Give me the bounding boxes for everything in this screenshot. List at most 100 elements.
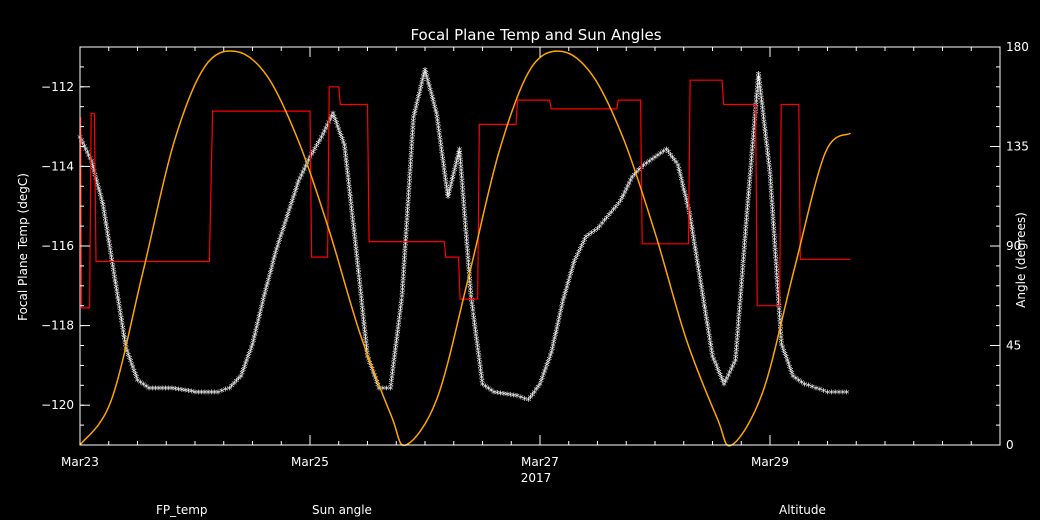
data-point: * xyxy=(472,320,478,333)
data-point: * xyxy=(256,312,262,325)
data-point: * xyxy=(476,348,482,361)
data-point: * xyxy=(358,293,364,306)
data-point: * xyxy=(350,216,356,229)
data-point: * xyxy=(124,347,130,360)
data-point: * xyxy=(556,313,562,326)
data-point: * xyxy=(372,371,378,384)
data-point: * xyxy=(375,380,381,393)
data-point: * xyxy=(511,391,517,404)
data-point: * xyxy=(768,182,774,195)
data-point: * xyxy=(586,230,592,243)
data-point: * xyxy=(277,235,283,248)
data-point: * xyxy=(303,161,309,174)
data-point: * xyxy=(112,272,118,285)
data-point: * xyxy=(460,183,466,196)
data-point: * xyxy=(440,154,446,167)
data-point: * xyxy=(406,183,412,196)
data-point: * xyxy=(753,97,759,110)
data-point: * xyxy=(254,322,260,335)
data-point: * xyxy=(748,159,754,172)
data-point: * xyxy=(478,365,484,378)
data-point: * xyxy=(402,253,408,266)
data-point: * xyxy=(394,330,400,343)
data-point: * xyxy=(738,289,744,302)
data-point: * xyxy=(339,134,345,147)
data-point: * xyxy=(560,296,566,309)
data-point: * xyxy=(121,330,127,343)
data-point: * xyxy=(779,340,785,353)
data-point: * xyxy=(703,307,709,320)
data-point: * xyxy=(94,177,100,190)
data-point: * xyxy=(410,127,416,140)
data-point: * xyxy=(555,320,561,333)
data-point: * xyxy=(698,276,704,289)
data-point: * xyxy=(302,164,308,177)
data-point: * xyxy=(444,185,450,198)
data-point: * xyxy=(231,379,237,392)
data-point: * xyxy=(186,386,192,399)
data-point: * xyxy=(699,287,705,300)
data-point: * xyxy=(543,363,549,376)
data-point: * xyxy=(467,278,473,291)
data-point: * xyxy=(754,90,760,103)
data-point: * xyxy=(471,316,477,329)
data-point: * xyxy=(679,174,685,187)
data-point: * xyxy=(743,222,749,235)
data-point: * xyxy=(391,355,397,368)
data-point: * xyxy=(402,250,408,263)
data-point: * xyxy=(541,370,547,383)
data-point: * xyxy=(403,232,409,245)
data-point: * xyxy=(687,212,693,225)
data-point: * xyxy=(245,352,251,365)
data-point: * xyxy=(363,331,369,344)
data-point: * xyxy=(345,168,351,181)
data-point: * xyxy=(727,367,733,380)
data-point: * xyxy=(702,300,708,313)
data-point: * xyxy=(205,387,211,400)
data-point: * xyxy=(720,376,726,389)
data-point: * xyxy=(767,168,773,181)
data-point: * xyxy=(358,286,364,299)
data-point: * xyxy=(400,274,406,287)
data-point: * xyxy=(456,148,462,161)
data-point: * xyxy=(354,254,360,267)
data-point: * xyxy=(122,337,128,350)
data-point: * xyxy=(743,226,749,239)
data-point: * xyxy=(413,102,419,115)
data-point: * xyxy=(288,199,294,212)
data-point: * xyxy=(420,75,426,88)
data-point: * xyxy=(618,196,624,209)
data-point: * xyxy=(754,93,760,106)
data-point: * xyxy=(351,227,357,240)
data-point: * xyxy=(553,330,559,343)
data-point: * xyxy=(781,346,787,359)
y-axis-label: Focal Plane Temp (degC) xyxy=(16,173,30,321)
data-point: * xyxy=(740,257,746,270)
data-point: * xyxy=(449,175,455,188)
data-point: * xyxy=(99,197,105,210)
data-point: * xyxy=(369,364,375,377)
data-point: * xyxy=(390,366,396,379)
y2-tick-label: 90 xyxy=(1006,239,1021,253)
data-point: * xyxy=(251,336,257,349)
data-point: * xyxy=(766,158,772,171)
data-point: * xyxy=(772,245,778,258)
data-point: * xyxy=(430,95,436,108)
data-point: * xyxy=(565,279,571,292)
data-point: * xyxy=(397,309,403,322)
data-point: * xyxy=(773,252,779,265)
data-point: * xyxy=(395,323,401,336)
data-point: * xyxy=(580,238,586,251)
data-point: * xyxy=(363,334,369,347)
data-point: * xyxy=(345,172,351,185)
data-point: * xyxy=(690,229,696,242)
data-point: * xyxy=(475,341,481,354)
data-point: * xyxy=(400,281,406,294)
data-point: * xyxy=(83,144,89,157)
data-point: * xyxy=(79,136,85,149)
data-point: * xyxy=(752,114,758,127)
data-point: * xyxy=(470,302,476,315)
data-point: * xyxy=(407,172,413,185)
data-point: * xyxy=(367,358,373,371)
data-point: * xyxy=(444,182,450,195)
